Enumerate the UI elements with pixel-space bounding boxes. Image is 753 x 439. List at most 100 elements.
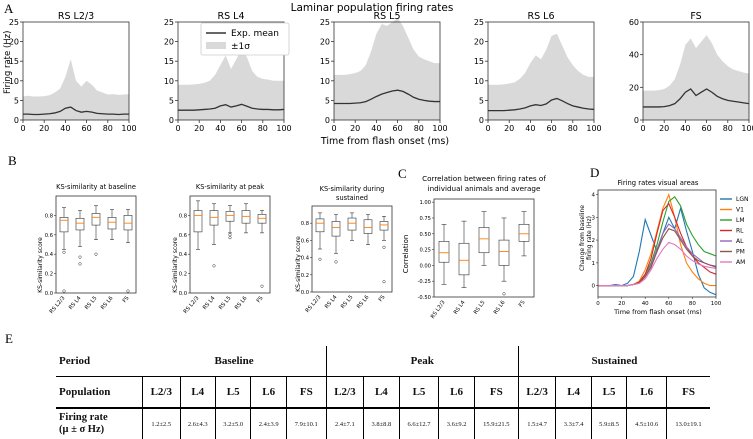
panel-a-3-ytick-label: 20 (474, 38, 484, 47)
panel-b-baseline-flier (94, 252, 98, 256)
panel-b-peak-flier (228, 233, 232, 237)
panel-b-sustained-box (331, 221, 341, 237)
panel-b-sustained-ytick-label: 0.6 (301, 238, 309, 244)
table-row-rates: Firing rate (μ ± σ Hz) 1.2±2.5 2.6±4.3 3.… (56, 408, 710, 439)
panel-a-2-ytick-label: 5 (325, 96, 330, 105)
panel-b-baseline-frame (55, 195, 137, 294)
panel-a-3-xtick-label: 100 (586, 124, 601, 133)
panel-a-0-xtick-label: 60 (82, 124, 92, 133)
panel-a-3-ytick-label: 0 (479, 116, 484, 125)
legend-band-swatch (206, 42, 226, 49)
panel-b-peak-xtick-label: RS L4 (202, 295, 217, 311)
rate-cell: 3.6±9.2 (438, 408, 475, 439)
panel-b-baseline-xtick-label: RS L6 (100, 295, 115, 311)
panel-b-baseline-box (59, 217, 69, 233)
panel-a-2-mean-line (334, 89, 440, 105)
panel-b-peak-box (193, 210, 203, 233)
panel-a-0-xtick-label: 100 (121, 124, 136, 133)
panel-a-2-xtick-label: 0 (331, 124, 336, 133)
panel-d-xtick-label: 0 (596, 301, 600, 307)
panel-b-sustained-ytick-label: 0.0 (301, 290, 309, 296)
panel-a-4-xtick-label: 0 (640, 124, 645, 133)
rate-header-line1: Firing rate (59, 412, 108, 423)
panel-a-3-ytick-label: 5 (479, 96, 484, 105)
panel-a-2-xtick-label: 100 (432, 124, 447, 133)
panel-d-line-am (598, 241, 717, 287)
panel-a-2-ytick-label: 0 (325, 116, 330, 125)
panel-b-sustained-title-2: sustained (336, 194, 368, 202)
panel-b-sustained-title-1: KS-similarity during (320, 185, 385, 193)
legend-mean-label: Exp. mean (231, 29, 279, 39)
panel-b-sustained-xtick-label: RS L2/3 (305, 294, 323, 314)
panel-a-0-ytick-label: 15 (9, 57, 19, 66)
panel-a-1-ytick-label: 0 (169, 116, 174, 125)
panel-c-xtick-label: RS L6 (493, 299, 507, 315)
panel-a-4-xtick-label: 80 (723, 124, 733, 133)
panel-a-0-ytick-label: 0 (14, 116, 19, 125)
panel-b-baseline-flier (78, 262, 82, 266)
panel-d-frame (597, 189, 717, 298)
pop-cell: L5 (590, 376, 627, 409)
panel-d-ylabel-2: firing rate (Hz) (586, 216, 593, 260)
panel-d-legend-label: V1 (736, 207, 744, 214)
period-baseline: Baseline (142, 346, 327, 377)
panel-b-peak-ytick-label: 0.6 (179, 233, 187, 239)
panel-b-peak-xtick-label: RS L5 (218, 295, 232, 311)
panel-a-3-ytick-label: 25 (474, 18, 484, 27)
panel-b-baseline-box (91, 213, 101, 226)
panel-b-baseline-ytick-label: 0.8 (45, 213, 53, 219)
panel-c-box (518, 223, 530, 242)
panel-d-legend-label: PM (736, 249, 745, 256)
pop-cell: L4 (555, 376, 592, 409)
panel-b-sustained-box (363, 219, 373, 234)
panel-c-ylabel: Correlation (402, 235, 410, 274)
panel-label-b: B (8, 153, 17, 168)
panel-a-0-title: RS L2/3 (58, 11, 94, 22)
period-peak: Peak (325, 346, 519, 377)
panel-d-ytick-label: 1 (592, 261, 596, 267)
rate-cell: 7.9±10.1 (285, 408, 327, 439)
panel-b-peak-ytick-label: 0.8 (179, 213, 187, 219)
panel-a-4-ytick-label: 60 (629, 18, 639, 27)
panel-a-0-ytick-label: 5 (14, 96, 19, 105)
panel-c-ytick-label: 0.75 (419, 216, 431, 222)
panel-b-sustained-flier (382, 245, 386, 249)
panel-a-2-xtick-label: 20 (350, 124, 360, 133)
panel-a-4-frame (642, 21, 750, 121)
panel-a-1-xtick-label: 0 (175, 124, 180, 133)
panel-b-baseline-xtick-label: RS L4 (68, 295, 83, 311)
panel-a-3-mean-line (488, 97, 595, 112)
panel-b-sustained-flier (382, 280, 386, 284)
panel-a-4-ytick-label: 20 (629, 83, 639, 92)
panel-a-2-ytick-label: 20 (320, 38, 330, 47)
pop-cell: L5 (398, 376, 439, 409)
panel-c-box (438, 241, 450, 263)
panel-a-2-ytick-label: 25 (320, 18, 330, 27)
panel-b-ylabel-1: KS-similarity score (37, 237, 44, 293)
panel-d-xtick-label: 80 (689, 301, 696, 307)
panel-b-baseline-box (123, 215, 133, 231)
panel-c-ytick-label: -0.25 (418, 279, 431, 285)
panel-d-ytick-label: 4 (592, 193, 596, 199)
panel-d-legend-label: AL (736, 238, 744, 245)
panel-a-1-xtick-label: 80 (258, 124, 268, 133)
population-header: Population (56, 376, 143, 409)
panel-a-2-xtick-label: 80 (414, 124, 424, 133)
panel-a-title: Laminar population firing rates (291, 2, 454, 14)
panel-c-ytick-label: 0.50 (419, 232, 431, 238)
rate-cell: 2.4±3.9 (250, 408, 287, 439)
panel-a-1-xtick-label: 40 (215, 124, 225, 133)
panel-a-2-band (334, 18, 440, 120)
panel-a-1-mean-line (178, 103, 285, 111)
pop-cell: L4 (363, 376, 400, 409)
panel-d-xtick-label: 20 (618, 301, 625, 307)
pop-cell: L2/3 (142, 376, 181, 409)
panel-d-ytick-label: 0 (592, 284, 596, 290)
panel-c-box (458, 242, 470, 276)
panel-a-1-title: RS L4 (218, 11, 245, 22)
panel-b-sustained-ytick-label: 0.4 (301, 256, 310, 262)
panel-b-ylabel-2: KS-similarity score (172, 237, 179, 293)
panel-b-sustained-xtick-label: RS L6 (356, 294, 371, 310)
